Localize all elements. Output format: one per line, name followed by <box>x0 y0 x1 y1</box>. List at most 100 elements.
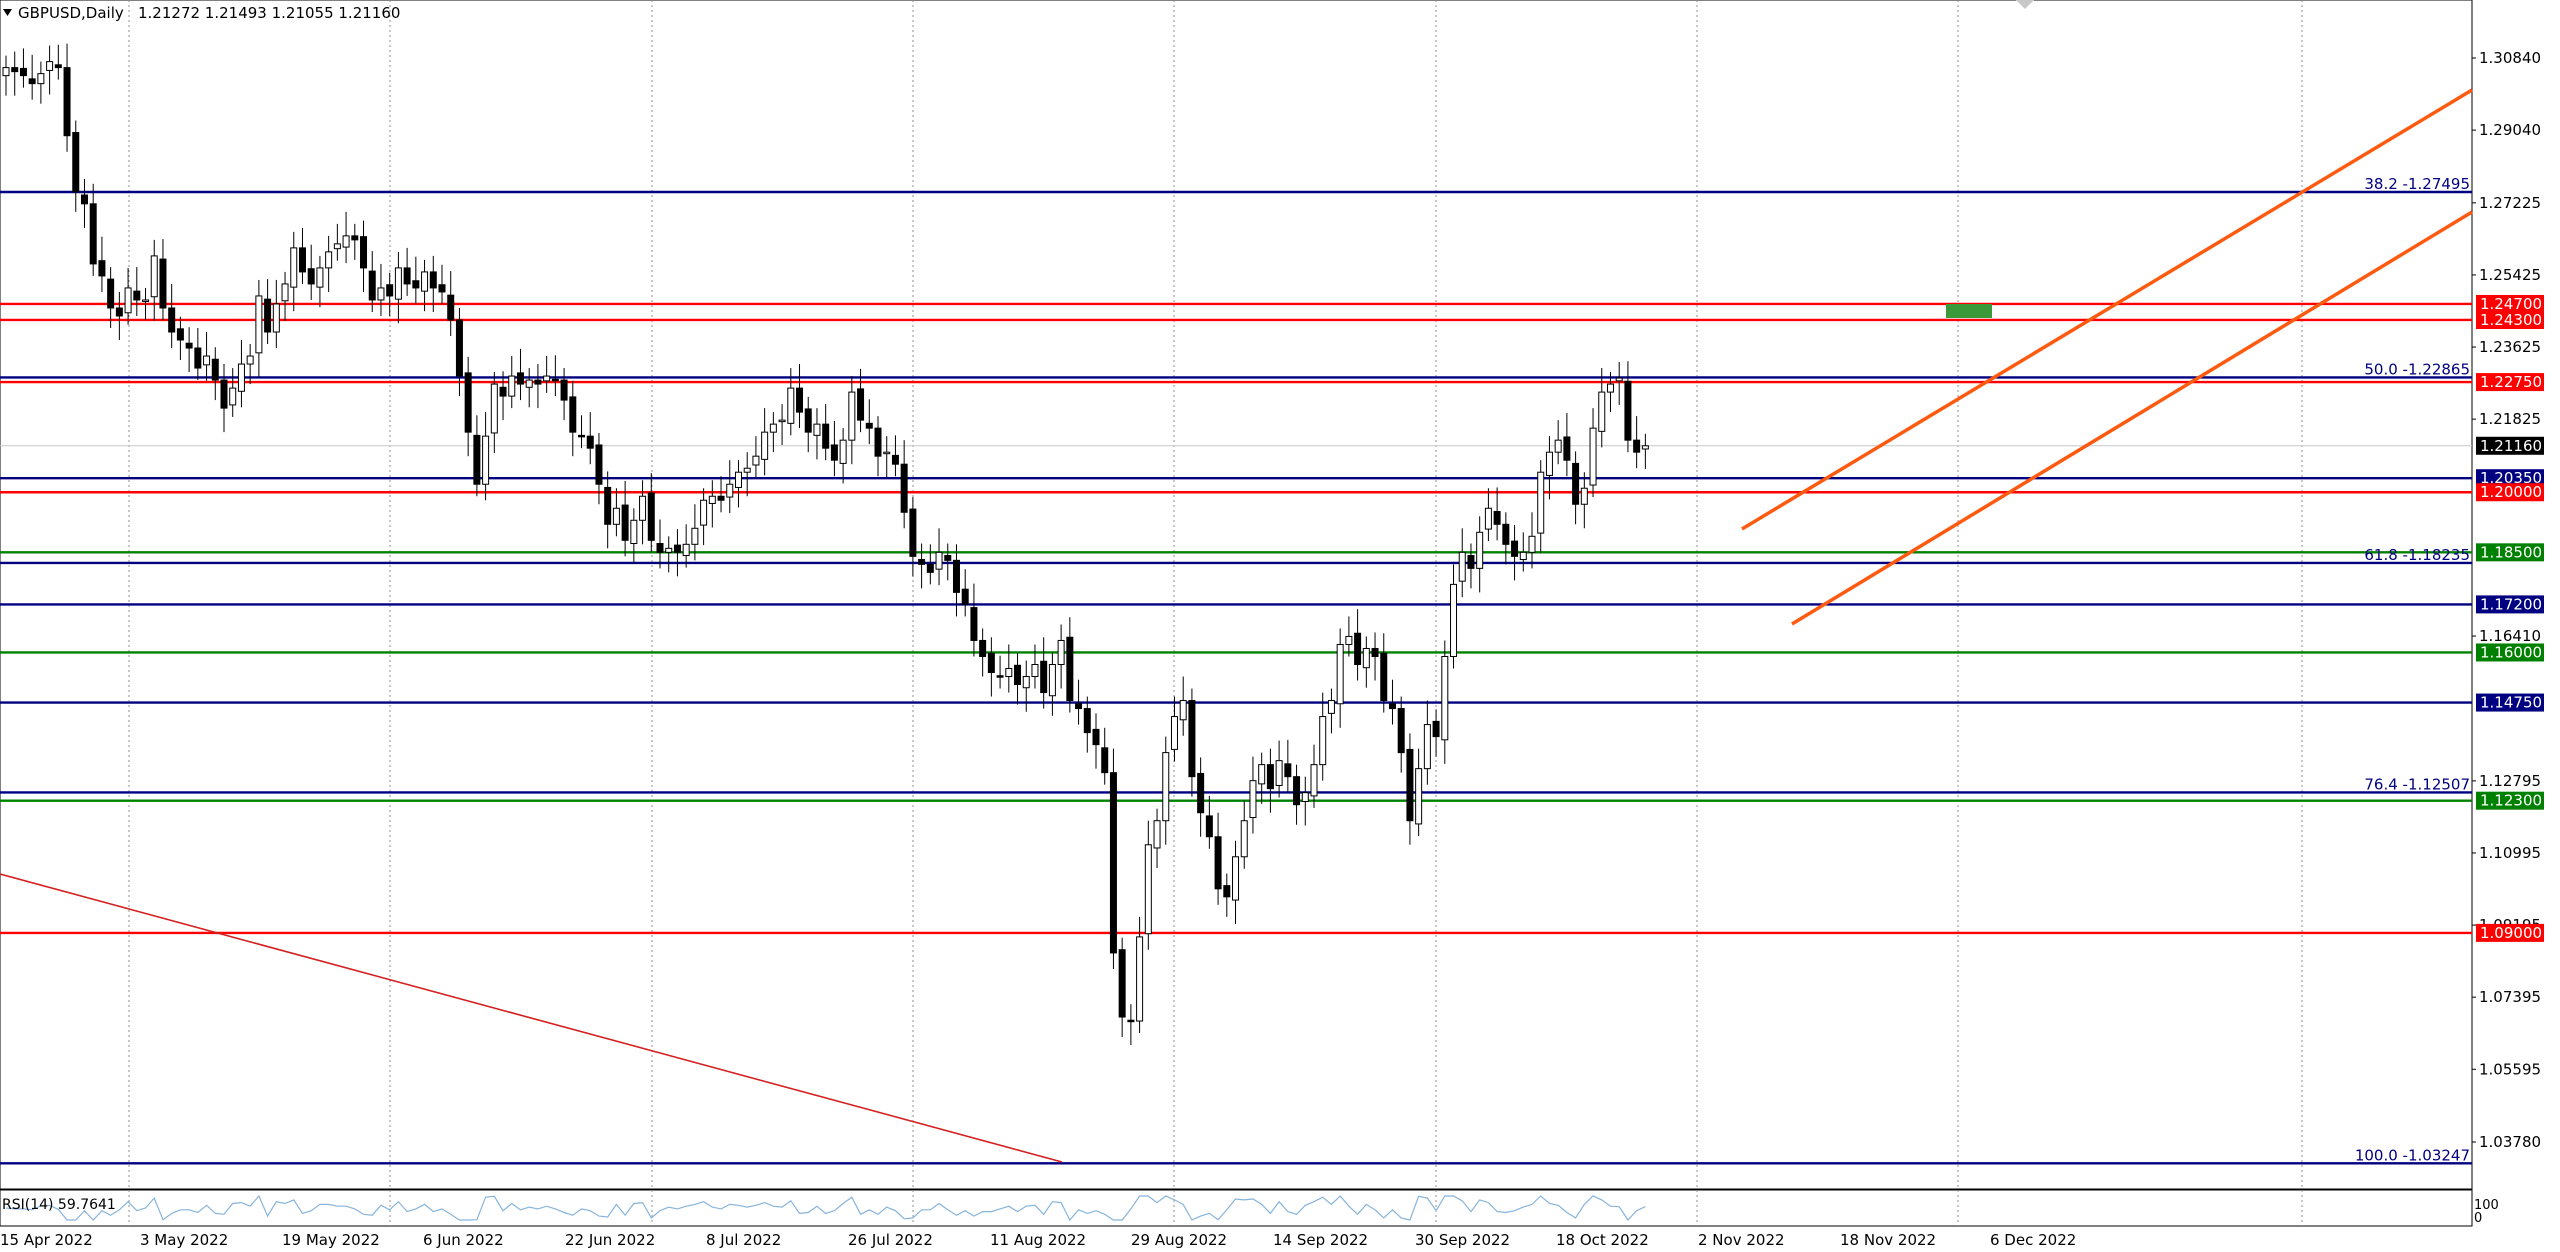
bullish-candle <box>203 355 211 366</box>
bullish-candle <box>1170 716 1178 750</box>
bearish-candle <box>1511 540 1519 557</box>
bullish-candle <box>1484 507 1492 530</box>
bearish-candle <box>1432 720 1440 738</box>
bearish-candle <box>822 423 830 449</box>
bullish-candle <box>124 287 132 314</box>
bullish-candle <box>1458 551 1466 582</box>
bullish-candle <box>639 495 647 521</box>
bearish-candle <box>926 563 934 573</box>
bullish-candle <box>761 431 769 460</box>
price-level-badge <box>2476 294 2544 313</box>
bullish-candle <box>1441 655 1449 741</box>
price-level-badge <box>2476 791 2544 810</box>
bearish-candle <box>386 284 394 297</box>
price-level-badge-text: 1.22750 <box>2480 373 2542 391</box>
price-tick-label: 1.30840 <box>2479 49 2541 67</box>
price-tick-label: 1.03780 <box>2479 1133 2541 1151</box>
bullish-candle <box>421 271 429 292</box>
bearish-candle <box>115 307 123 317</box>
bullish-candle <box>482 435 490 485</box>
bearish-candle <box>54 64 62 69</box>
bullish-candle <box>778 419 786 423</box>
price-tick-label: 1.23625 <box>2479 338 2541 356</box>
time-axis-label: 22 Jun 2022 <box>565 1231 655 1249</box>
bullish-candle <box>1327 700 1335 714</box>
bearish-candle <box>551 378 559 382</box>
scroll-marker-icon[interactable] <box>2016 0 2034 9</box>
bullish-candle <box>142 299 150 302</box>
fib-level-label: 50.0 -1.22865 <box>2364 360 2470 378</box>
bearish-candle <box>220 379 228 409</box>
horizontal-levels <box>0 190 2472 1165</box>
bullish-candle <box>1022 676 1030 689</box>
bearish-candle <box>865 422 873 429</box>
candles-group <box>2 43 1649 1046</box>
long-term-downtrend-line <box>0 873 1063 1163</box>
bearish-candle <box>264 298 272 333</box>
channel-upper-line <box>1741 88 2473 531</box>
price-tick-label: 1.07395 <box>2479 988 2541 1006</box>
bearish-candle <box>1354 632 1362 665</box>
bearish-candle <box>499 386 507 397</box>
vertical-grid <box>128 0 2303 1226</box>
bullish-candle <box>325 251 333 269</box>
bullish-candle <box>787 387 795 424</box>
bearish-candle <box>560 379 568 401</box>
bearish-candle <box>1624 380 1632 441</box>
time-axis-label: 18 Oct 2022 <box>1556 1231 1649 1249</box>
price-level-badge <box>2476 923 2544 942</box>
bearish-candle <box>900 463 908 513</box>
price-tick-label: 1.29040 <box>2479 121 2541 139</box>
price-level-badge-text: 1.18500 <box>2480 543 2542 561</box>
bearish-candle <box>804 408 812 433</box>
bullish-candle <box>1005 668 1013 678</box>
bullish-candle <box>883 451 891 455</box>
time-axis-label: 15 Apr 2022 <box>0 1231 93 1249</box>
price-tick-label: 1.12795 <box>2479 772 2541 790</box>
bullish-candle <box>691 527 699 545</box>
bullish-candle <box>342 235 350 248</box>
bearish-candle <box>1266 764 1274 790</box>
bullish-candle <box>1179 700 1187 721</box>
price-level-badge <box>2476 373 2544 392</box>
time-axis-label: 3 May 2022 <box>140 1231 228 1249</box>
price-level-badge <box>2476 310 2544 329</box>
bearish-candle <box>1075 703 1083 710</box>
time-axis-labels: 15 Apr 2022 3 May 2022 19 May 2022 6 Jun 20… <box>0 1231 2076 1249</box>
price-level-badge-text: 1.20350 <box>2480 469 2542 487</box>
trend-lines <box>0 88 2473 1163</box>
price-axis-ticks: 1.30840 1.29040 1.27225 1.25425 1.23625 1.218… <box>2472 49 2541 1151</box>
bullish-candle <box>543 375 551 382</box>
bullish-candle <box>700 499 708 526</box>
bearish-candle <box>28 78 36 85</box>
price-level-badge-text: 1.14750 <box>2480 694 2542 712</box>
price-level-badge <box>2476 543 2544 562</box>
symbol-timeframe-label: GBPUSD,Daily <box>18 4 124 22</box>
rsi-scale-bottom: 0 <box>2474 1211 2482 1226</box>
time-axis-label: 8 Jul 2022 <box>706 1231 781 1249</box>
rsi-label: RSI(14) 59.7641 <box>2 1197 116 1213</box>
price-level-badge-text: 1.20000 <box>2480 483 2542 501</box>
bearish-candle <box>1284 763 1292 778</box>
time-axis-label: 26 Jul 2022 <box>848 1231 933 1249</box>
fib-level-label: 76.4 -1.12507 <box>2364 775 2470 793</box>
bearish-candle <box>1563 436 1571 461</box>
price-level-badge-text: 1.24700 <box>2480 295 2542 313</box>
bearish-candle <box>98 260 106 277</box>
triangle-down-icon[interactable] <box>3 9 12 16</box>
bullish-candle <box>1275 760 1283 786</box>
bearish-candle <box>586 435 594 449</box>
bullish-candle <box>316 267 324 288</box>
bullish-candle <box>1240 820 1248 858</box>
bearish-candle <box>1197 772 1205 814</box>
bearish-candle <box>918 559 926 565</box>
bearish-candle <box>80 194 88 205</box>
bearish-candle <box>516 372 524 385</box>
bearish-candle <box>89 203 97 265</box>
bearish-candle <box>168 307 176 333</box>
bullish-candle <box>1415 768 1423 825</box>
bearish-candle <box>857 388 865 421</box>
bearish-candle <box>368 270 376 301</box>
